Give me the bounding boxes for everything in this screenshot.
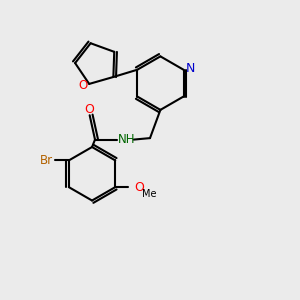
Text: O: O [134,181,144,194]
Text: O: O [85,103,94,116]
Text: Me: Me [142,189,157,199]
Text: Br: Br [39,154,52,167]
Text: O: O [78,79,87,92]
Text: N: N [185,62,195,75]
Text: NH: NH [118,133,135,146]
